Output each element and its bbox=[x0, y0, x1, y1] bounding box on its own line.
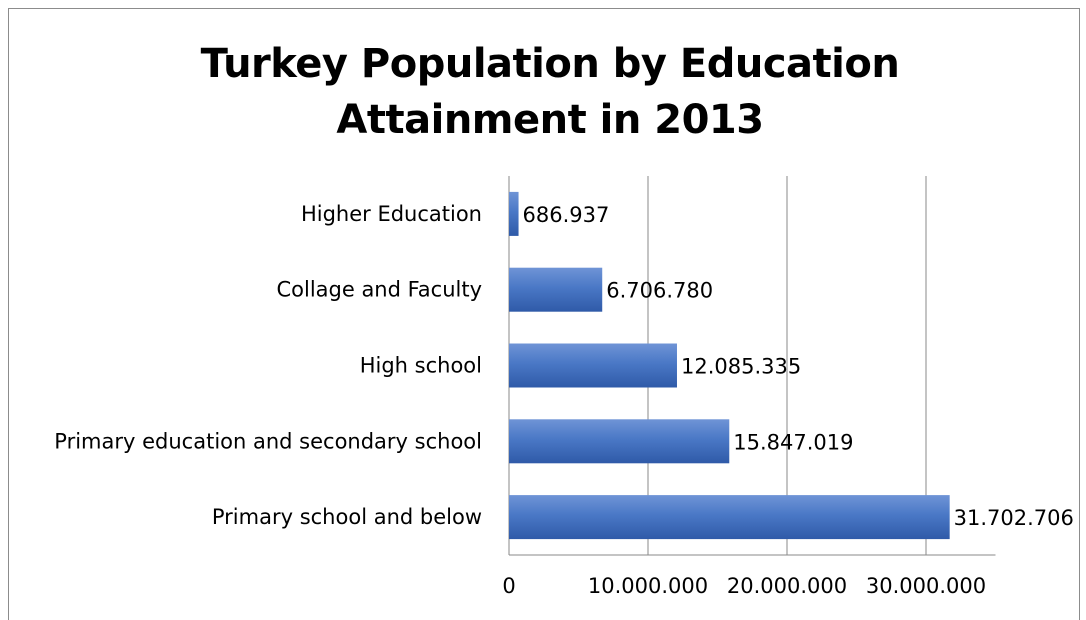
labels: 0 10.000.000 20.000.000 30.000.000 Higher Ed… bbox=[54, 202, 1074, 598]
bars bbox=[509, 191, 950, 540]
category-label: Primary education and secondary school bbox=[54, 429, 482, 453]
category-label: Collage and Faculty bbox=[276, 278, 482, 302]
data-label: 686.937 bbox=[523, 203, 610, 227]
data-label: 12.085.335 bbox=[681, 355, 801, 379]
category-label: Higher Education bbox=[301, 202, 482, 226]
category-label: High school bbox=[360, 354, 482, 378]
bar bbox=[509, 495, 950, 540]
data-label: 31.702.706 bbox=[954, 506, 1074, 530]
x-tick-label: 10.000.000 bbox=[588, 574, 708, 598]
x-tick-label: 20.000.000 bbox=[727, 574, 847, 598]
data-label: 6.706.780 bbox=[606, 279, 713, 303]
chart-title: Turkey Population by Education Attainmen… bbox=[0, 36, 1086, 148]
category-label: Primary school and below bbox=[212, 505, 482, 529]
bar bbox=[509, 419, 730, 464]
x-tick-label: 0 bbox=[502, 574, 515, 598]
x-tick-label: 30.000.000 bbox=[866, 574, 986, 598]
data-label: 15.847.019 bbox=[733, 430, 853, 454]
bar bbox=[509, 343, 677, 388]
bar bbox=[509, 191, 519, 236]
chart-title-line-1: Turkey Population by Education bbox=[200, 41, 900, 87]
chart-title-line-2: Attainment in 2013 bbox=[336, 97, 764, 143]
bar bbox=[509, 267, 603, 312]
